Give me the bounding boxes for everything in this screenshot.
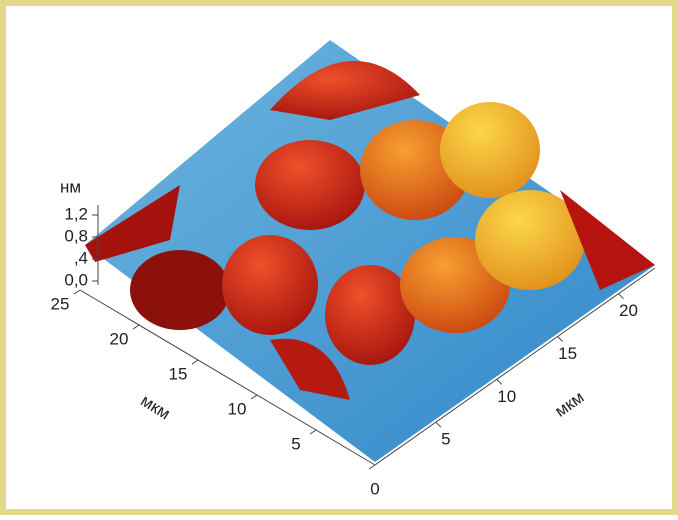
left-tick-label: 25 [51, 294, 70, 313]
left-tick-label: 5 [291, 434, 300, 453]
left-tick-label: 20 [110, 329, 129, 348]
afm-figure: нм мкм мкм 1,20,8,40,025201510505101520 [0, 0, 678, 515]
right-tick-label: 10 [497, 387, 516, 406]
left-tick-label: 15 [169, 364, 188, 383]
z-tick-label: 0,0 [64, 270, 88, 289]
right-tick-label: 15 [558, 344, 577, 363]
left-tick-label: 10 [228, 399, 247, 418]
z-tick-label: ,4 [74, 248, 88, 267]
right-tick-label: 20 [619, 301, 638, 320]
left-tick-label: 0 [370, 479, 379, 498]
right-tick-label: 5 [441, 430, 450, 449]
z-tick-label: 1,2 [64, 204, 88, 223]
z-axis-label: нм [60, 177, 81, 196]
z-tick-label: 0,8 [64, 226, 88, 245]
